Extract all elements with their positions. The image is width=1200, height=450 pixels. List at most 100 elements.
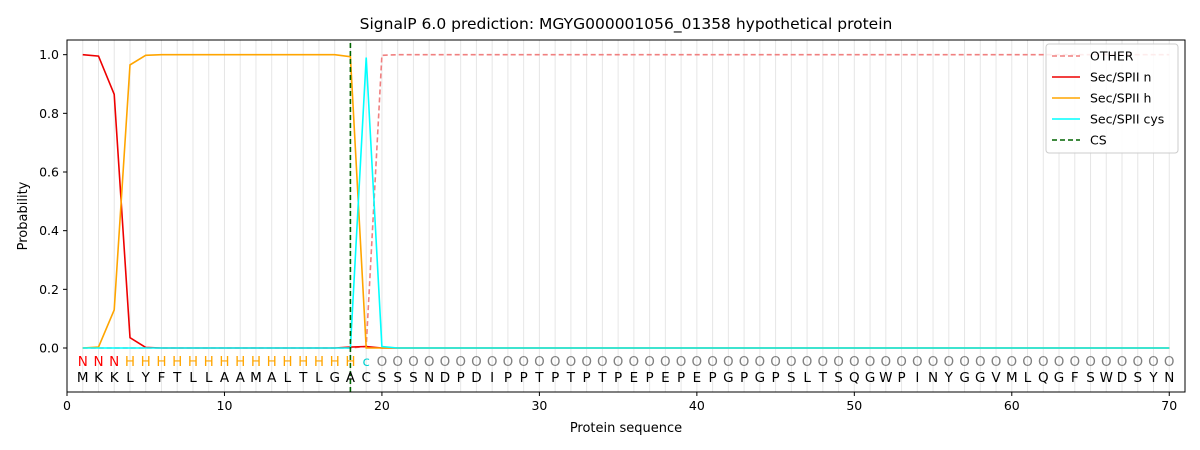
region-label: O [1006, 354, 1017, 370]
residue-letter: T [818, 370, 828, 386]
region-label: H [188, 354, 198, 370]
region-label: O [1038, 354, 1049, 370]
residue-letter: L [126, 370, 134, 386]
residue-letter: S [378, 370, 387, 386]
region-label: O [723, 354, 734, 370]
residue-letter: P [614, 370, 622, 386]
residue-letter: G [1054, 370, 1064, 386]
region-label: O [534, 354, 545, 370]
region-label: O [786, 354, 797, 370]
residue-letter: D [1117, 370, 1127, 386]
residue-letter: K [94, 370, 104, 386]
residue-letter: S [409, 370, 418, 386]
region-label: H [125, 354, 135, 370]
region-label: H [251, 354, 261, 370]
region-label: O [676, 354, 687, 370]
x-tick-label: 10 [217, 398, 233, 413]
residue-letter: E [661, 370, 670, 386]
region-label: O [487, 354, 498, 370]
region-label: O [802, 354, 813, 370]
residue-letter: T [172, 370, 182, 386]
residue-letter: G [865, 370, 875, 386]
y-tick-label: 1.0 [39, 47, 59, 62]
x-tick-label: 30 [531, 398, 547, 413]
region-label: H [267, 354, 277, 370]
residue-letter: F [1071, 370, 1079, 386]
region-label: O [1022, 354, 1033, 370]
region-label: O [660, 354, 671, 370]
region-label: O [581, 354, 592, 370]
region-label: O [1132, 354, 1143, 370]
residue-letter: L [205, 370, 213, 386]
y-axis-label: Probability [16, 181, 31, 250]
residue-letter: E [630, 370, 639, 386]
y-tick-label: 0.4 [39, 223, 59, 238]
region-label: O [755, 354, 766, 370]
residue-letter: G [723, 370, 733, 386]
region-label: H [330, 354, 340, 370]
residue-letter: Q [1038, 370, 1049, 386]
region-label: O [455, 354, 466, 370]
region-label: N [78, 354, 88, 370]
region-label: H [345, 354, 355, 370]
region-label: O [1069, 354, 1080, 370]
residue-letter: N [424, 370, 434, 386]
residue-letter: S [393, 370, 402, 386]
region-label: O [377, 354, 388, 370]
residue-letter: A [220, 370, 230, 386]
legend-label: Sec/SPII h [1090, 91, 1151, 106]
residue-letter: T [298, 370, 308, 386]
region-label: O [833, 354, 844, 370]
residue-letter: F [158, 370, 166, 386]
residue-letter: W [879, 370, 892, 386]
residue-letter: I [915, 370, 919, 386]
region-label: c [362, 354, 369, 370]
y-tick-label: 0.0 [39, 341, 59, 356]
sequence-gridlines [82, 40, 1170, 392]
region-label: O [424, 354, 435, 370]
residue-letter: S [1133, 370, 1142, 386]
residue-letter: A [236, 370, 246, 386]
legend-label: OTHER [1090, 49, 1134, 64]
residue-letter: K [110, 370, 120, 386]
region-label: O [503, 354, 514, 370]
region-label: O [928, 354, 939, 370]
residue-letter: G [975, 370, 985, 386]
residue-letter: N [928, 370, 938, 386]
residue-letter: P [457, 370, 465, 386]
region-label: O [991, 354, 1002, 370]
region-label: O [818, 354, 829, 370]
region-label: O [943, 354, 954, 370]
residue-letter: I [490, 370, 494, 386]
series-line-other [82, 53, 1170, 349]
region-label: O [975, 354, 986, 370]
residue-letter: L [189, 370, 197, 386]
region-label: O [644, 354, 655, 370]
residue-letter: L [803, 370, 811, 386]
residue-letter: P [897, 370, 905, 386]
x-tick-label: 70 [1161, 398, 1177, 413]
region-label: N [109, 354, 119, 370]
series-line-sec-spii-cys [82, 57, 1170, 349]
region-label: O [896, 354, 907, 370]
region-label: O [770, 354, 781, 370]
region-label: O [566, 354, 577, 370]
residue-letter: L [315, 370, 323, 386]
plot-frame [66, 39, 1186, 393]
residue-letter: P [551, 370, 559, 386]
region-label: O [1117, 354, 1128, 370]
region-label: H [156, 354, 166, 370]
residue-letter: G [959, 370, 969, 386]
region-label: O [880, 354, 891, 370]
residue-letter: W [1100, 370, 1113, 386]
region-label: H [235, 354, 245, 370]
legend: OTHER Sec/SPII n Sec/SPII h Sec/SPII cys CS [1045, 43, 1179, 154]
region-label: O [739, 354, 750, 370]
region-label: N [93, 354, 103, 370]
region-label: H [298, 354, 308, 370]
residue-letter: G [329, 370, 339, 386]
series-line-sec-spii-n [82, 53, 1170, 349]
residue-letter: P [709, 370, 717, 386]
region-label: O [613, 354, 624, 370]
